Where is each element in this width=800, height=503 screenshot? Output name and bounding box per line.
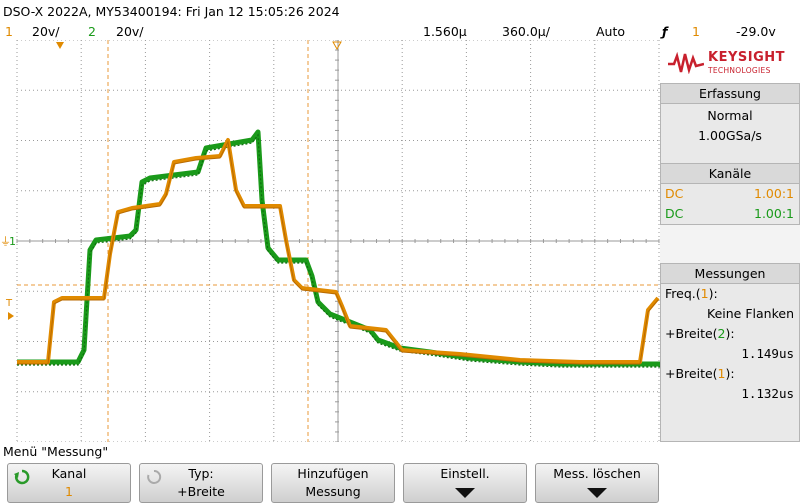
trigger-level[interactable]: -29.0ⅴ	[736, 24, 776, 39]
ch1-probe: 1.00:1	[754, 186, 794, 201]
graticule	[16, 40, 660, 442]
ch2-number[interactable]: 2	[88, 24, 96, 39]
measurements-title: Messungen	[661, 264, 799, 284]
acquisition-title: Erfassung	[661, 84, 799, 104]
trigger-edge-icon: ƒ	[662, 24, 668, 39]
ch1-number[interactable]: 1	[5, 24, 13, 39]
acquisition-mode: Normal	[707, 108, 753, 123]
softkey-value: +Breite	[177, 484, 225, 499]
softkey-label: Kanal	[51, 466, 87, 481]
measurement-value: 1.132us	[741, 386, 794, 401]
ch2-trace-edge	[17, 133, 660, 368]
measurement-item: +Breite(1): 1.132us	[661, 364, 799, 404]
trigger-level-marker[interactable]: T	[5, 298, 14, 320]
measurement-value: 1.149us	[741, 346, 794, 361]
brand-logo: KEYSIGHT TECHNOLOGIES	[660, 40, 800, 84]
measurement-item: Freq.(1): Keine Flanken	[661, 284, 799, 324]
softkey-clear-measurements[interactable]: Mess. löschen	[535, 463, 659, 503]
ch1-scale[interactable]: 20ⅴ/	[32, 24, 60, 39]
waveform-display[interactable]: ⏚ 1 T	[0, 40, 660, 442]
channel-row-1: DC 1.00:1	[661, 184, 799, 204]
title-bar: DSO-X 2022A, MY53400194: Fri Jan 12 15:0…	[0, 0, 800, 22]
svg-text:⏚: ⏚	[0, 235, 11, 248]
ch1-trace-edge	[17, 140, 659, 365]
softkey-label: Einstell.	[440, 466, 490, 481]
timebase-value[interactable]: 1.560µ	[423, 24, 467, 39]
channels-title: Kanäle	[661, 164, 799, 184]
softkey-value: 1	[65, 484, 73, 499]
softkey-type[interactable]: Typ: +Breite	[139, 463, 263, 503]
measurement-item: +Breite(2): 1.149us	[661, 324, 799, 364]
softkey-label: Mess. löschen	[553, 466, 641, 481]
softkey-label: Typ:	[188, 466, 214, 481]
sample-rate: 1.00GSa/s	[698, 128, 762, 143]
ch2-probe: 1.00:1	[754, 206, 794, 221]
softkey-settings[interactable]: Einstell.	[403, 463, 527, 503]
delay-marker-left	[56, 42, 64, 49]
svg-text:1: 1	[9, 235, 16, 248]
brand-sub: TECHNOLOGIES	[708, 66, 771, 75]
trigger-source[interactable]: 1	[692, 24, 700, 39]
channel-row-2: DC 1.00:1	[661, 204, 799, 224]
cursor-lines	[17, 40, 659, 442]
svg-text:T: T	[5, 298, 13, 309]
rotate-knob-icon	[147, 469, 162, 484]
measurement-value: Keine Flanken	[707, 306, 794, 321]
menu-title: Menü "Messung"	[3, 444, 109, 459]
status-row: 1 20ⅴ/ 2 20ⅴ/ 1.560µ 360.0µ/ Auto ƒ 1 -2…	[0, 22, 800, 42]
acquisition-panel: Erfassung Normal 1.00GSa/s	[660, 83, 800, 168]
submenu-arrow-icon	[455, 488, 475, 498]
delay-marker-center	[332, 41, 342, 51]
instrument-title: DSO-X 2022A, MY53400194: Fri Jan 12 15:0…	[3, 4, 340, 19]
brand-name: KEYSIGHT	[708, 50, 785, 65]
keysight-wave-icon	[668, 52, 704, 74]
ch2-trace	[17, 129, 660, 367]
channels-panel: Kanäle DC 1.00:1 DC 1.00:1	[660, 163, 800, 225]
ch2-coupling: DC	[665, 206, 684, 221]
rotate-knob-icon	[14, 469, 30, 485]
measurements-panel: Messungen Freq.(1): Keine Flanken +Breit…	[660, 263, 800, 442]
submenu-arrow-icon	[587, 488, 607, 498]
trigger-mode[interactable]: Auto	[596, 24, 626, 39]
softkey-label: Hinzufügen	[297, 466, 369, 481]
side-panel: KEYSIGHT TECHNOLOGIES Erfassung Normal 1…	[660, 40, 800, 442]
ch1-coupling: DC	[665, 186, 684, 201]
softkey-add-measurement[interactable]: Hinzufügen Messung	[271, 463, 395, 503]
softkey-value: Messung	[305, 484, 361, 499]
delay-value[interactable]: 360.0µ/	[502, 24, 550, 39]
ch2-scale[interactable]: 20ⅴ/	[116, 24, 144, 39]
softkey-channel[interactable]: Kanal 1	[7, 463, 131, 503]
channel-ground-marker[interactable]: ⏚ 1	[0, 235, 16, 248]
